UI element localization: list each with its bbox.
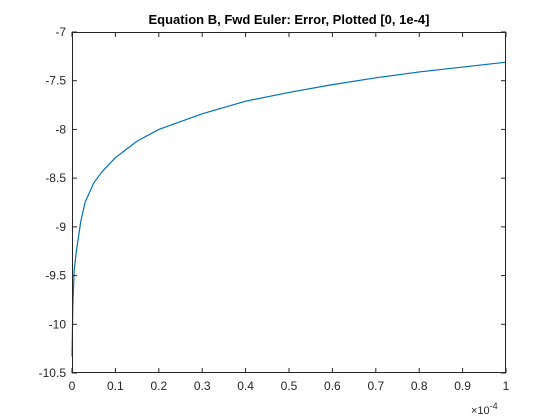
x-tick-label: 0 [69,379,76,393]
y-tick-label: -7.5 [45,74,66,88]
axes-area [72,32,506,373]
x-tick-label: 0.3 [194,379,211,393]
series-line-0 [71,61,507,357]
x-tick-label: 0.4 [237,379,254,393]
y-tick-label: -7 [55,25,66,39]
chart-title: Equation B, Fwd Euler: Error, Plotted [0… [149,12,430,27]
y-tick-label: -10 [49,317,67,331]
x-tick-label: 0.1 [107,379,124,393]
y-tick-label: -8.5 [45,171,66,185]
x-axis-multiplier: ×10-4 [471,401,498,417]
x-tick-label: 0.6 [324,379,341,393]
y-tick-label: -8 [55,122,66,136]
x-tick-label: 1 [503,379,510,393]
y-tick-label: -9 [55,220,66,234]
x-tick-label: 0.9 [454,379,471,393]
x-axis-multiplier-base: ×10 [471,405,490,417]
x-tick-label: 0.5 [281,379,298,393]
ticks-layer: 0 0.1 0.2 0.3 0.4 0.5 0.6 0.7 0.8 0.9 1 -7 -7.5 -8 -8.… [39,25,510,393]
x-tick-label: 0.2 [150,379,167,393]
series-layer [71,61,507,357]
y-tick-label: -9.5 [45,269,66,283]
x-tick-label: 0.7 [367,379,384,393]
x-axis-multiplier-exponent: -4 [490,401,498,411]
y-tick-label: -10.5 [39,366,67,380]
x-tick-label: 0.8 [411,379,428,393]
